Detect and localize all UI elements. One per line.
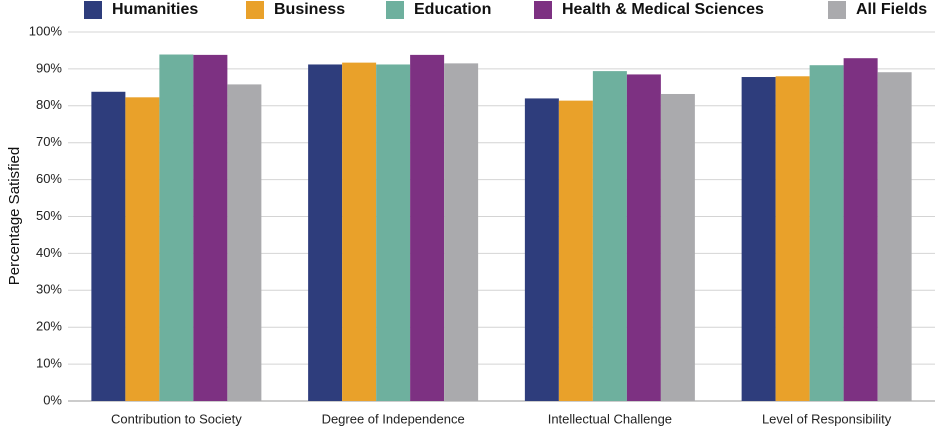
y-tick-label: 80% [36,97,62,112]
legend-label-all-fields: All Fields [856,1,928,18]
legend-swatch-business [246,1,264,19]
x-tick-label-level-of-responsibility: Level of Responsibility [762,411,892,426]
bar-business-contribution-to-society [125,97,160,402]
y-tick-label: 30% [36,282,62,297]
legend-swatch-health-medical-sciences [534,1,552,19]
legend: Humanities Business Education Health & M… [0,0,950,22]
bar-education-contribution-to-society [159,54,194,401]
x-tick-label-intellectual-challenge: Intellectual Challenge [548,411,672,426]
legend-swatch-humanities [84,1,102,19]
bar-health-medical-sciences-contribution-to-society [193,54,228,402]
bar-all-fields-intellectual-challenge [660,93,695,401]
bar-education-intellectual-challenge [592,71,627,401]
bar-health-medical-sciences-level-of-responsibility [843,58,878,401]
bar-education-level-of-responsibility [809,65,844,402]
legend-label-education: Education [414,1,492,18]
legend-item-business: Business [246,0,345,20]
bar-humanities-level-of-responsibility [741,77,776,401]
bar-business-level-of-responsibility [775,76,810,401]
y-tick-label: 10% [36,356,62,371]
y-tick-label: 50% [36,208,62,223]
bar-health-medical-sciences-intellectual-challenge [626,74,661,401]
bar-all-fields-degree-of-independence [444,63,479,402]
y-tick-label: 90% [36,60,62,75]
y-tick-label: 60% [36,171,62,186]
y-tick-label: 20% [36,319,62,334]
legend-swatch-education [386,1,404,19]
legend-item-all-fields: All Fields [828,0,927,20]
x-tick-label-contribution-to-society: Contribution to Society [111,411,242,426]
legend-label-health-medical-sciences: Health & Medical Sciences [562,1,764,18]
bar-humanities-contribution-to-society [91,91,126,401]
bar-all-fields-level-of-responsibility [877,72,912,401]
bars [91,54,912,402]
y-tick-label: 40% [36,245,62,260]
legend-swatch-all-fields [828,1,846,19]
legend-label-humanities: Humanities [112,1,199,18]
x-tick-label-degree-of-independence: Degree of Independence [322,411,465,426]
bar-business-degree-of-independence [342,62,377,401]
bar-humanities-intellectual-challenge [524,98,559,402]
y-tick-label: 70% [36,134,62,149]
y-tick-label: 0% [43,392,62,407]
y-axis-ticks: 0% 10% 20% 30% 40% 50% 60% 70% 80% 90% 100% [29,23,63,407]
legend-label-business: Business [274,1,346,18]
bar-all-fields-contribution-to-society [227,84,262,401]
legend-item-health-medical-sciences: Health & Medical Sciences [534,0,764,20]
bar-humanities-degree-of-independence [308,64,343,402]
y-tick-label: 100% [29,23,63,38]
x-axis-ticks: Contribution to Society Degree of Indepen… [111,411,892,426]
bar-education-degree-of-independence [376,64,411,402]
y-axis-label: Percentage Satisfied [6,147,23,285]
legend-item-humanities: Humanities [84,0,198,20]
bar-health-medical-sciences-degree-of-independence [410,54,445,402]
bar-business-intellectual-challenge [558,100,593,401]
legend-item-education: Education [386,0,491,20]
